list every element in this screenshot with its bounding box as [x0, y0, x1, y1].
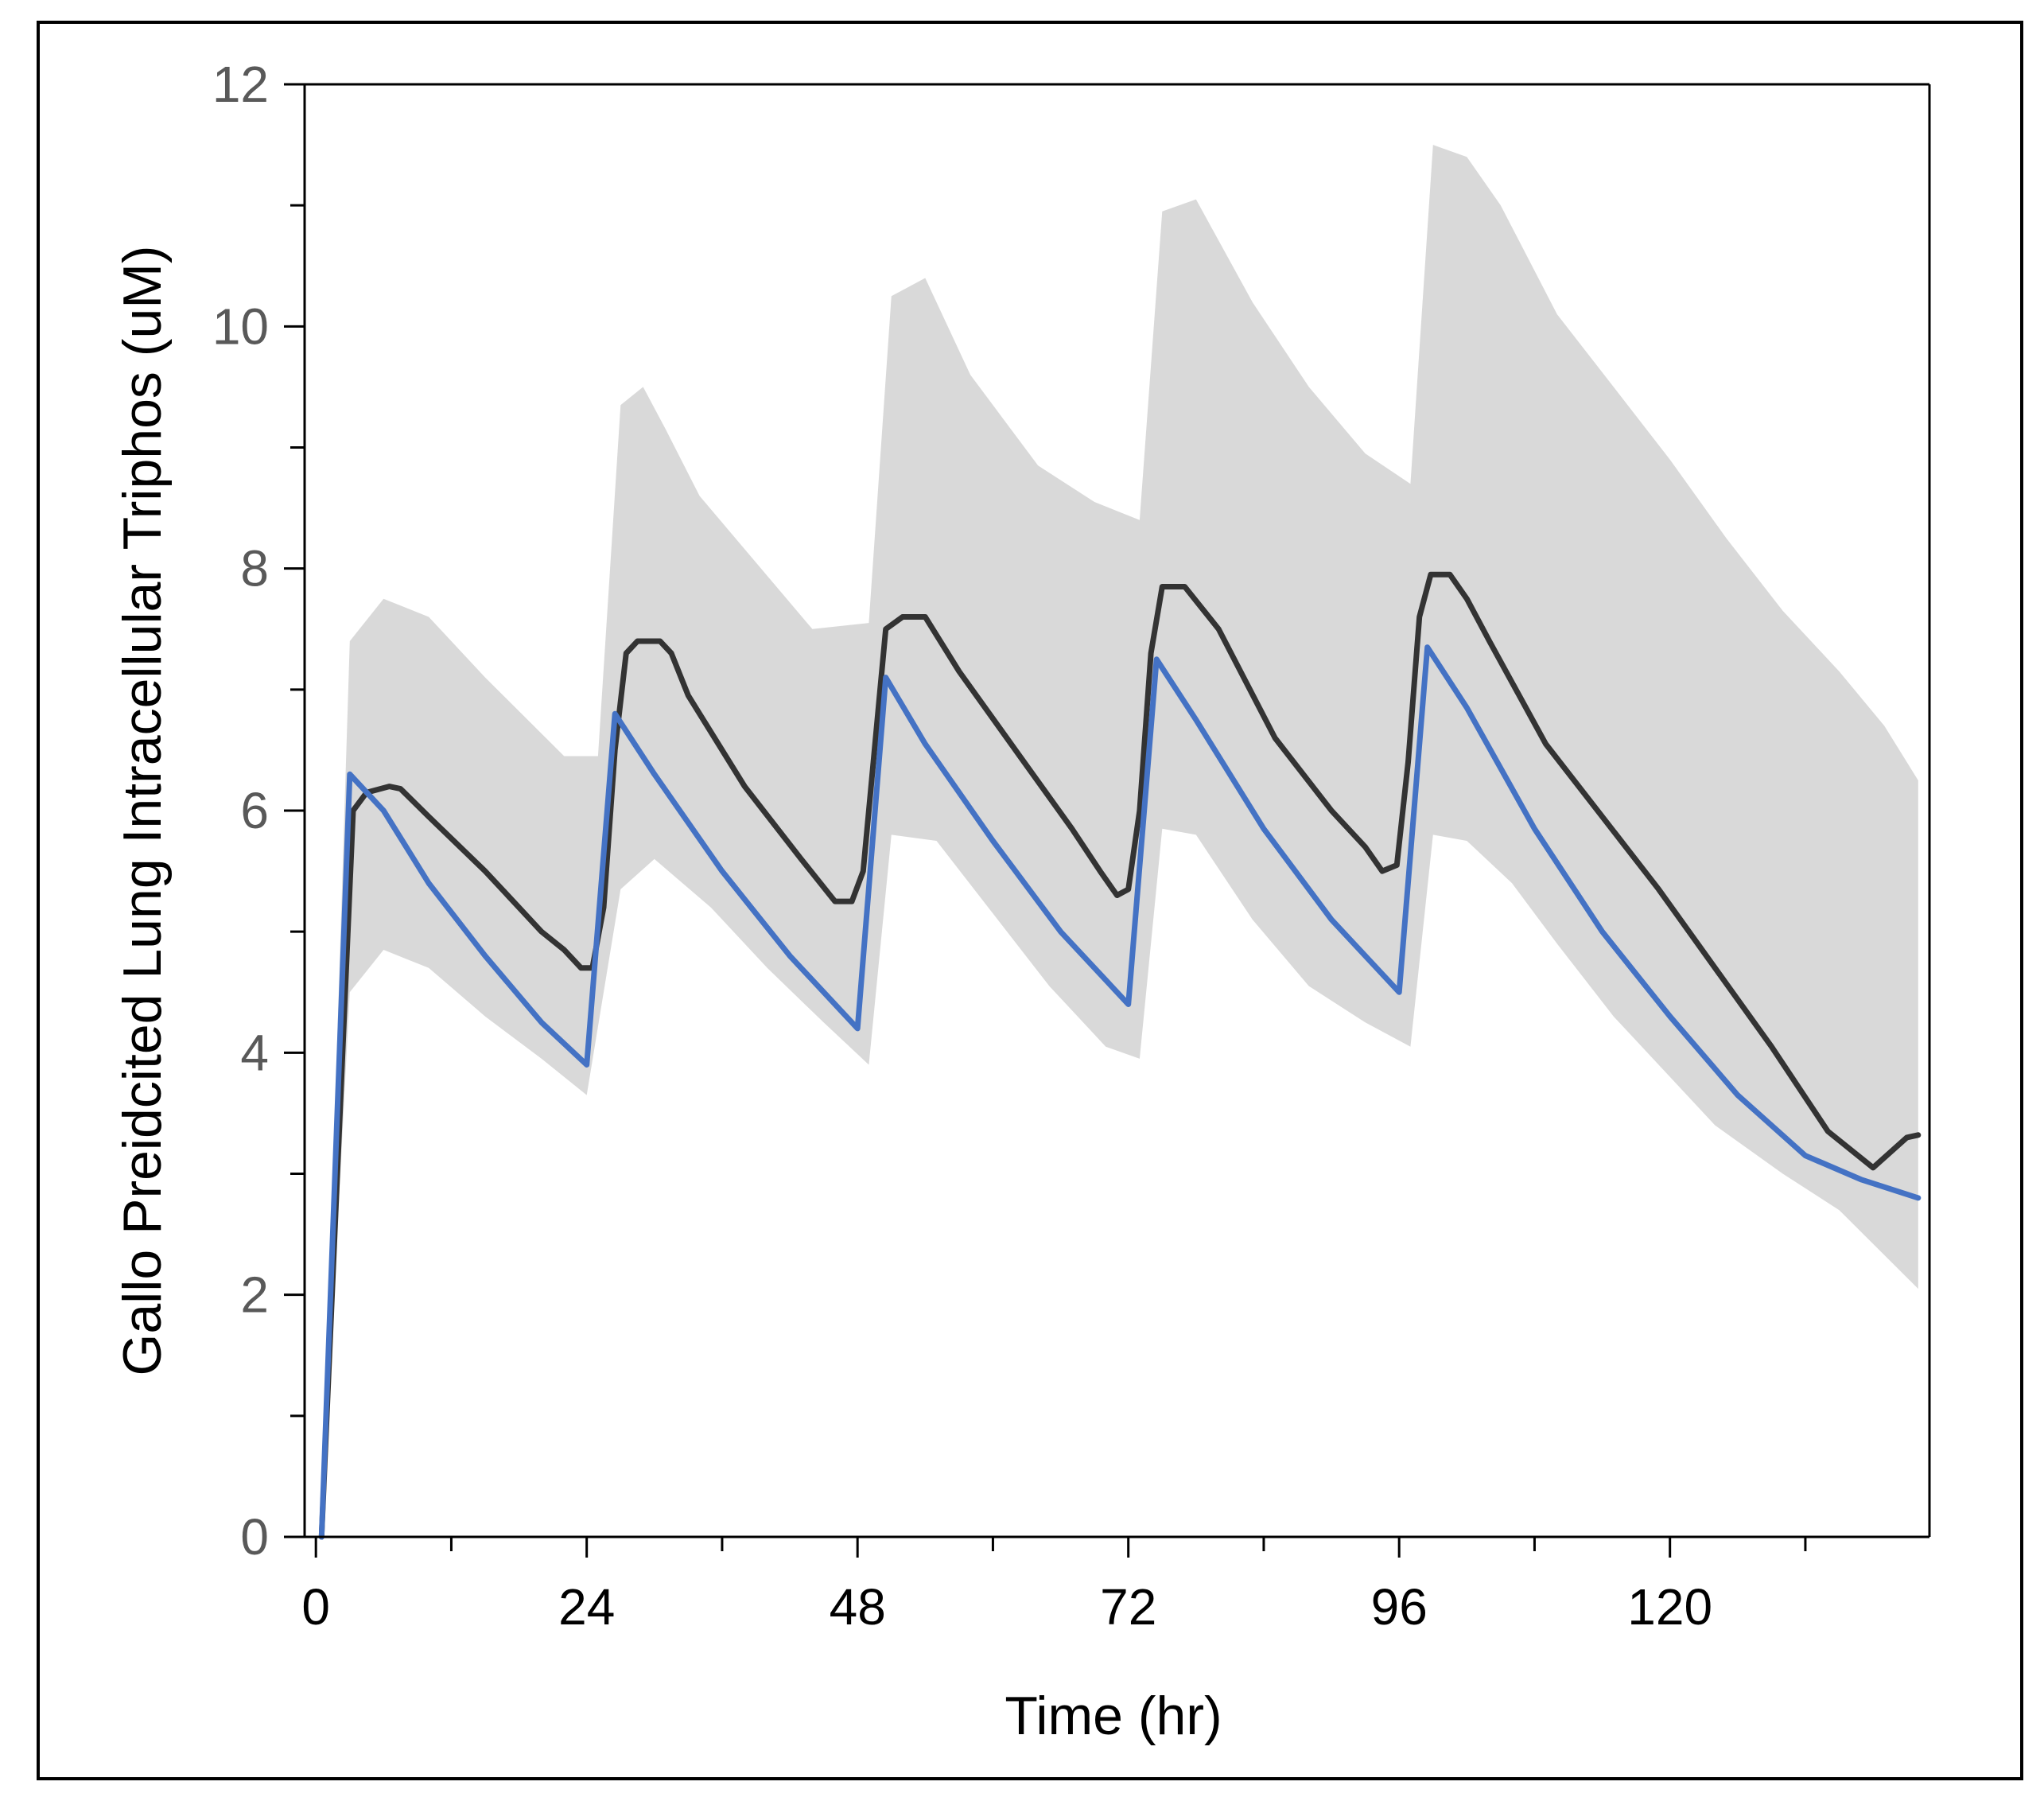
variability-band: [321, 145, 1918, 1538]
series-line-mean: [318, 571, 1922, 1540]
x-axis-title: Time (hr): [1005, 1686, 1222, 1746]
y-axis-ticks: 0 2 4 6 8 10 12: [212, 56, 305, 1566]
x-tick-label: 72: [1100, 1578, 1156, 1636]
x-tick-label: 0: [301, 1578, 330, 1636]
x-tick-label: 24: [558, 1578, 615, 1636]
y-tick-label: 6: [240, 782, 269, 839]
x-tick-label: 96: [1371, 1578, 1428, 1636]
x-tick-label: 120: [1627, 1578, 1712, 1636]
y-tick-label: 0: [240, 1508, 269, 1566]
y-tick-label: 8: [240, 540, 269, 597]
y-tick-label: 4: [240, 1024, 269, 1081]
y-tick-label: 2: [240, 1266, 269, 1324]
series-line-median: [318, 644, 1922, 1540]
y-tick-label: 12: [212, 56, 269, 113]
x-axis-ticks: 0 24 48 72 96 120: [301, 1537, 1807, 1636]
y-tick-label: 10: [212, 298, 269, 355]
y-axis-title: Gallo Preidcited Lung Intracellular Trip…: [112, 245, 173, 1375]
figure-frame: [37, 21, 2023, 1780]
plot-area: [318, 145, 1922, 1540]
x-tick-label: 48: [830, 1578, 886, 1636]
